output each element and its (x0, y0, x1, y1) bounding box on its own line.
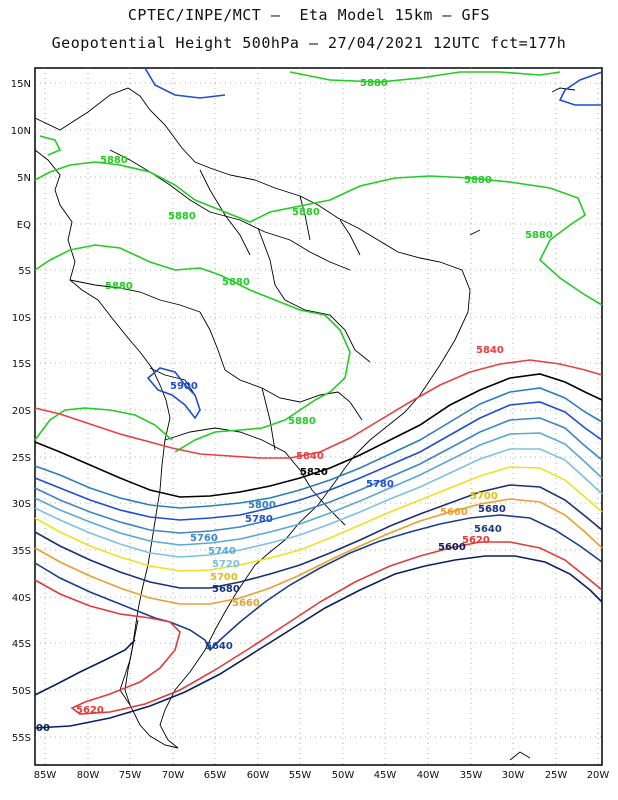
lat-label: 5N (17, 173, 31, 184)
label-5680-b: 5680 (478, 504, 506, 515)
label-5680-a: 5680 (212, 584, 240, 595)
label-5880-b: 5880 (100, 155, 128, 166)
label-5620-a: 5620 (76, 705, 104, 716)
lon-label: 65W (204, 770, 227, 781)
lat-label: 55S (12, 733, 31, 744)
contour-5640 (34, 514, 603, 652)
label-5700-a: 5700 (210, 572, 238, 583)
contour-5740 (34, 432, 603, 546)
lat-label: 10N (11, 126, 31, 137)
contour-5900-east (558, 71, 603, 106)
lat-label: EQ (17, 220, 31, 231)
label-5740: 5740 (208, 546, 236, 557)
lat-label: 40S (12, 593, 31, 604)
contour-5660 (34, 498, 603, 605)
contour-5840 (34, 359, 603, 459)
label-5780-a: 5780 (245, 514, 273, 525)
label-5880-d: 5880 (292, 207, 320, 218)
contour-5800 (34, 387, 603, 509)
lat-label: 45S (12, 639, 31, 650)
label-5780-b: 5780 (366, 479, 394, 490)
lat-label: 10S (12, 313, 31, 324)
contour-5600 (34, 639, 136, 696)
contour-5780 (34, 401, 603, 521)
label-5600: 5600 (438, 542, 466, 553)
lat-label: 15N (11, 79, 31, 90)
label-5880-i: 5880 (288, 416, 316, 427)
lon-label: 55W (289, 770, 312, 781)
label-5620-b: 5620 (462, 535, 490, 546)
map-title-line1: CPTEC/INPE/MCT – Eta Model 15km – GFS (127, 6, 491, 24)
label-5700-b: 5700 (470, 491, 498, 502)
contour-5880-mid (34, 161, 603, 306)
contour-5880-north (289, 71, 561, 83)
contour-5880-blob (39, 135, 62, 156)
lat-label: 25S (12, 453, 31, 464)
contour-5820 (34, 373, 603, 498)
lon-label: 85W (34, 770, 57, 781)
label-5880-e: 5880 (464, 175, 492, 186)
label-5800: 5800 (248, 500, 276, 511)
contour-5600-b (34, 555, 603, 729)
contour-5700 (34, 466, 603, 572)
label-5840-b: 5840 (296, 451, 324, 462)
map-title-line2: Geopotential Height 500hPa – 27/04/2021 … (51, 34, 567, 52)
label-5820: 5820 (300, 467, 328, 478)
lon-label: 50W (332, 770, 355, 781)
lon-label: 80W (77, 770, 100, 781)
lat-label: 50S (12, 686, 31, 697)
lon-label: 30W (502, 770, 525, 781)
label-5880-g: 5880 (222, 277, 250, 288)
label-edge: 00 (36, 723, 50, 734)
contour-5620 (34, 541, 603, 715)
grid (35, 68, 602, 765)
lat-label: 30S (12, 499, 31, 510)
lon-label: 60W (247, 770, 270, 781)
contour-5900-north (144, 67, 226, 99)
contour-lines (34, 67, 603, 729)
contour-5900-andes (146, 367, 201, 420)
contour-labels: 5880 5880 5880 5880 5880 5880 5880 5880 … (36, 78, 553, 734)
label-5720: 5720 (212, 559, 240, 570)
contour-5880-south (34, 244, 351, 453)
contour-5760 (34, 417, 603, 534)
label-5760: 5760 (190, 533, 218, 544)
label-5880-h: 5880 (105, 281, 133, 292)
lat-axis: 15N 10N 5N EQ 5S 10S 15S 20S 25S 30S 35S… (11, 79, 31, 744)
label-5840-a: 5840 (476, 345, 504, 356)
lat-label: 35S (12, 546, 31, 557)
label-5880-f: 5880 (525, 230, 553, 241)
lon-label: 70W (162, 770, 185, 781)
lat-label: 5S (18, 266, 31, 277)
lon-label: 40W (417, 770, 440, 781)
label-5660-a: 5660 (232, 598, 260, 609)
label-5900: 5900 (170, 381, 198, 392)
lon-label: 45W (374, 770, 397, 781)
lat-label: 20S (12, 406, 31, 417)
label-5880-c: 5880 (168, 211, 196, 222)
lon-label: 75W (119, 770, 142, 781)
label-5880-a: 5880 (360, 78, 388, 89)
label-5660-b: 5660 (440, 507, 468, 518)
contour-5880-west (34, 407, 173, 441)
lat-label: 15S (12, 359, 31, 370)
lon-axis: 85W 80W 75W 70W 65W 60W 55W 50W 45W 40W … (34, 770, 610, 781)
lon-label: 20W (587, 770, 610, 781)
lon-label: 25W (545, 770, 568, 781)
label-5640-a: 5640 (205, 641, 233, 652)
contour-5680 (34, 484, 603, 589)
lon-label: 35W (460, 770, 483, 781)
map-frame (34, 67, 603, 766)
contour-5720 (34, 448, 603, 558)
label-5640-b: 5640 (474, 524, 502, 535)
